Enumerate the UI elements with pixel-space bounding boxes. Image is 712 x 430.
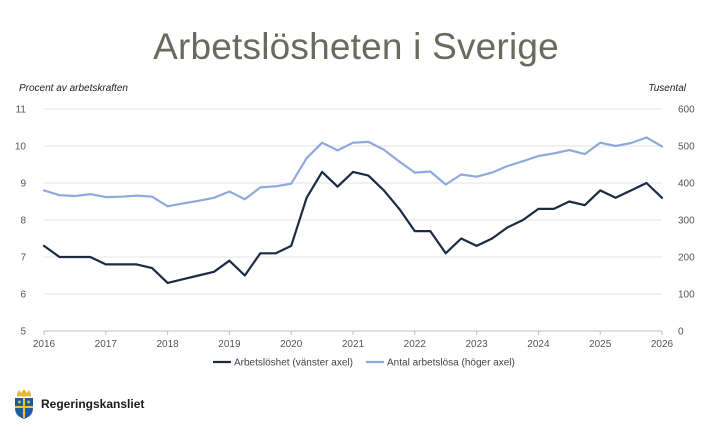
y-left-tick-label: 7 [20, 253, 26, 264]
y-left-tick-label: 8 [20, 216, 26, 227]
y-axis-right-ticks: 0 100 200 300 400 500 600 [678, 105, 695, 338]
legend-label-2: Antal arbetslösa (höger axel) [387, 358, 515, 369]
x-tick-label: 2018 [156, 339, 179, 350]
x-tick-label: 2026 [651, 339, 674, 350]
y-right-tick-label: 400 [678, 179, 695, 190]
y-right-tick-label: 0 [678, 327, 684, 338]
x-tick-label: 2022 [404, 339, 427, 350]
legend: Arbetslöshet (vänster axel) Antal arbetsl… [213, 358, 515, 369]
logo: Regeringskansliet [12, 386, 144, 422]
x-tick-label: 2023 [465, 339, 488, 350]
x-tick-label: 2016 [33, 339, 56, 350]
logo-text: Regeringskansliet [41, 397, 145, 411]
y-left-tick-label: 10 [15, 142, 27, 153]
y-axis-left-title: Procent av arbetskraften [19, 83, 128, 94]
y-left-tick-label: 6 [20, 290, 26, 301]
y-left-tick-label: 9 [20, 179, 26, 190]
crown-shield-icon [15, 389, 33, 419]
chart-title: Arbetslösheten i Sverige [153, 26, 559, 67]
x-tick-label: 2025 [589, 339, 612, 350]
x-tick-label: 2019 [218, 339, 241, 350]
x-tick-label: 2020 [280, 339, 303, 350]
y-right-tick-label: 200 [678, 253, 695, 264]
legend-label-1: Arbetslöshet (vänster axel) [234, 358, 353, 369]
y-axis-right-title: Tusental [648, 83, 686, 94]
series-lines [42, 136, 664, 284]
y-right-tick-label: 100 [678, 290, 695, 301]
series-line-2 [42, 136, 664, 208]
x-tick-label: 2021 [342, 339, 365, 350]
y-left-tick-label: 11 [16, 105, 27, 116]
y-left-tick-label: 5 [20, 327, 26, 338]
y-right-tick-label: 300 [678, 216, 695, 227]
x-tick-label: 2024 [527, 339, 550, 350]
y-right-tick-label: 600 [678, 105, 695, 116]
series-line-1 [42, 170, 664, 284]
x-tick-label: 2017 [95, 339, 118, 350]
y-right-tick-label: 500 [678, 142, 695, 153]
x-axis-ticks: 2016 2017 2018 2019 2020 2021 2022 2023 2024 2025… [33, 331, 674, 350]
y-axis-left-ticks: 5 6 7 8 9 10 11 [15, 105, 27, 338]
